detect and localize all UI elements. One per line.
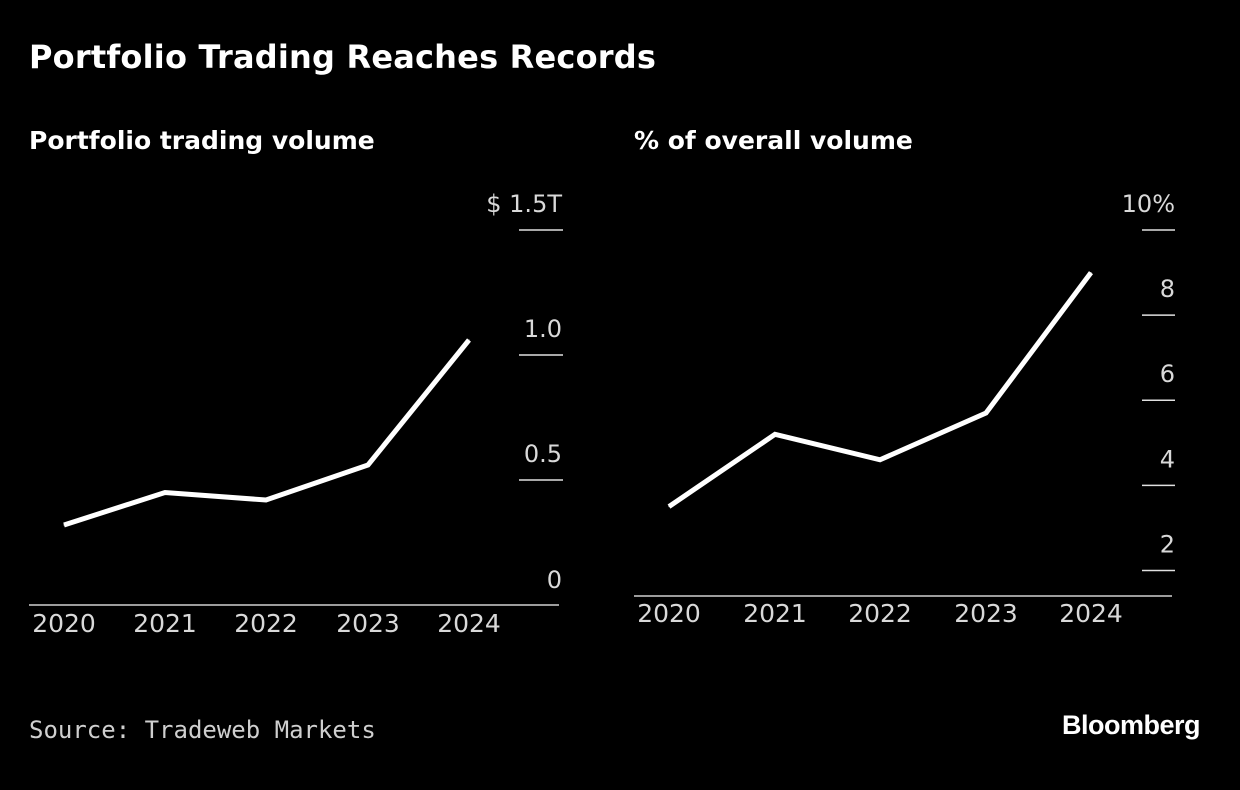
chart-title: Portfolio Trading Reaches Records bbox=[29, 38, 657, 76]
percent-x-label-2023: 2023 bbox=[954, 599, 1018, 628]
percent-point-2021 bbox=[774, 433, 776, 435]
volume-x-label-2022: 2022 bbox=[234, 609, 298, 638]
volume-point-2024 bbox=[468, 339, 470, 341]
percent-y-tick-label-3: 8 bbox=[1160, 275, 1175, 303]
volume-y-tick-label-1: 0.5 bbox=[524, 440, 562, 468]
percent-point-2020 bbox=[668, 506, 670, 508]
left-chart-title: Portfolio trading volume bbox=[29, 126, 375, 155]
percent-x-label-2021: 2021 bbox=[743, 599, 807, 628]
volume-y-tick-label-2: 1.0 bbox=[524, 315, 562, 343]
volume-y-tick-label-3: $ 1.5T bbox=[486, 190, 562, 218]
percent-x-label-2024: 2024 bbox=[1059, 599, 1123, 628]
volume-point-2021 bbox=[164, 492, 166, 493]
volume-point-2023 bbox=[367, 464, 369, 466]
percent-series-line bbox=[667, 271, 1094, 509]
percent-x-label-2022: 2022 bbox=[848, 599, 912, 628]
volume-point-2020 bbox=[63, 524, 65, 526]
source-note: Source: Tradeweb Markets bbox=[29, 716, 376, 744]
percent-y-tick-label-4: 10% bbox=[1122, 190, 1175, 218]
percent-point-2022 bbox=[879, 459, 881, 461]
volume-x-label-2024: 2024 bbox=[437, 609, 501, 638]
bloomberg-logo: Bloomberg bbox=[1061, 710, 1201, 740]
volume-y-tick-label-0: 0 bbox=[547, 566, 562, 594]
volume-point-2022 bbox=[265, 499, 267, 501]
volume-x-label-2021: 2021 bbox=[133, 609, 197, 638]
percent-point-2024 bbox=[1090, 272, 1092, 274]
volume-x-label-2020: 2020 bbox=[32, 609, 96, 638]
percent-point-2023 bbox=[985, 412, 987, 414]
percent-x-label-2020: 2020 bbox=[637, 599, 701, 628]
percent-y-tick-label-1: 4 bbox=[1160, 445, 1175, 473]
volume-x-label-2023: 2023 bbox=[336, 609, 400, 638]
percent-y-tick-label-0: 2 bbox=[1160, 530, 1175, 558]
percent-y-tick-label-2: 6 bbox=[1160, 360, 1175, 388]
right-chart-title: % of overall volume bbox=[634, 126, 913, 155]
